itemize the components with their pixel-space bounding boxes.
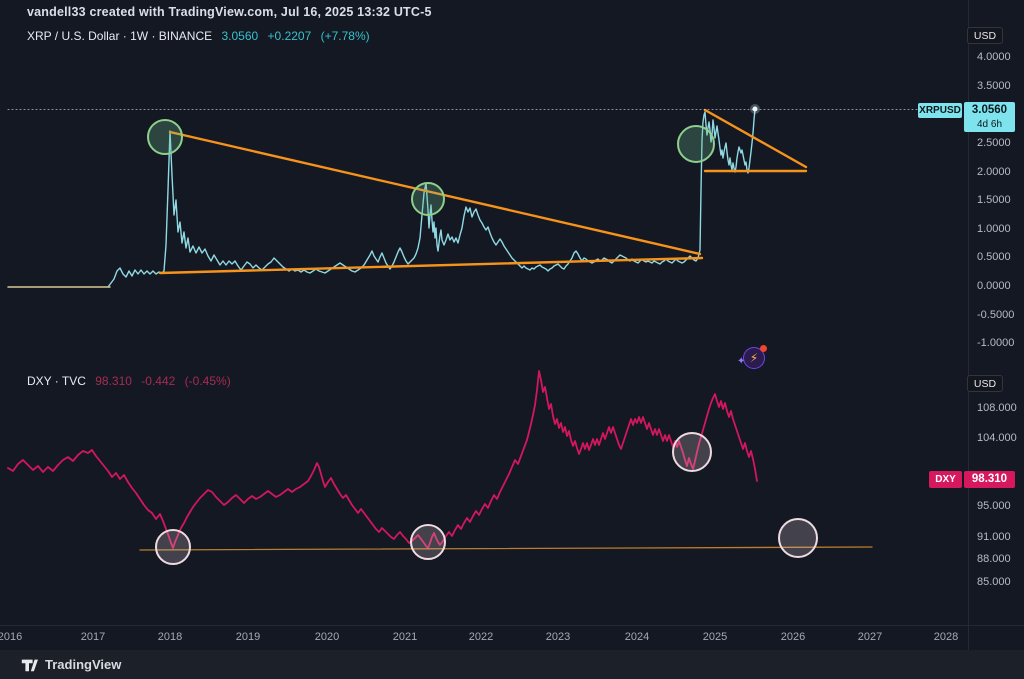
price-scale-column[interactable] <box>968 0 1024 650</box>
footer-bar: TradingView <box>0 650 1024 679</box>
xrp-symbol-title[interactable]: XRP / U.S. Dollar · 1W · BINANCE <box>27 29 213 43</box>
price-tick-label: 91.000 <box>977 531 1011 543</box>
xrp-legend: XRP / U.S. Dollar · 1W · BINANCE 3.0560 … <box>27 29 370 43</box>
dxy-last-price: 98.310 <box>95 374 132 388</box>
xrp-currency-button[interactable]: USD <box>967 27 1003 44</box>
price-tick-label: 4.0000 <box>977 51 1011 63</box>
xrp-last-price: 3.0560 <box>221 29 259 43</box>
lightning-icon: ⚡ <box>743 347 765 369</box>
price-tick-label: 2.5000 <box>977 137 1011 149</box>
xrp-change-pct: (+7.78%) <box>320 29 370 43</box>
price-tick-label: 108.000 <box>977 402 1017 414</box>
price-tick-label: 95.000 <box>977 500 1011 512</box>
dxy-ticker-badge: DXY <box>929 471 962 488</box>
tradingview-logo[interactable]: TradingView <box>20 656 121 674</box>
year-label: 2024 <box>624 631 650 643</box>
price-tick-label: 1.5000 <box>977 194 1011 206</box>
xrpusd-price-badge: 3.0560 4d 6h <box>964 102 1015 132</box>
dxy-symbol-title[interactable]: DXY · TVC <box>27 374 86 388</box>
xrpusd-ticker-badge: XRPUSD <box>918 103 962 118</box>
year-label: 2020 <box>314 631 340 643</box>
dxy-legend: DXY · TVC 98.310 -0.442 (-0.45%) <box>27 374 231 388</box>
price-tick-label: 85.000 <box>977 576 1011 588</box>
chart-canvas[interactable] <box>0 0 1024 650</box>
xrpusd-countdown: 4d 6h <box>976 119 1003 130</box>
year-label: 2027 <box>857 631 883 643</box>
price-tick-label: 88.000 <box>977 553 1011 565</box>
notification-dot-icon <box>760 345 767 352</box>
year-label: 2017 <box>80 631 106 643</box>
tradingview-brand-text: TradingView <box>45 657 122 672</box>
dxy-change: -0.442 <box>141 374 176 388</box>
price-tick-label: -1.0000 <box>977 337 1015 349</box>
year-label: 2021 <box>392 631 418 643</box>
price-tick-label: 0.5000 <box>977 251 1011 263</box>
price-tick-label: -0.5000 <box>977 309 1015 321</box>
xrp-change: +0.2207 <box>267 29 312 43</box>
price-tick-label: 1.0000 <box>977 223 1011 235</box>
year-label: 2016 <box>0 631 23 643</box>
dxy-change-pct: (-0.45%) <box>184 374 231 388</box>
year-label: 2023 <box>545 631 571 643</box>
price-tick-label: 104.000 <box>977 432 1017 444</box>
year-label: 2028 <box>933 631 959 643</box>
xrpusd-price-value: 3.0560 <box>971 104 1008 116</box>
year-label: 2019 <box>235 631 261 643</box>
time-axis[interactable] <box>0 625 1024 650</box>
dxy-currency-button[interactable]: USD <box>967 375 1003 392</box>
year-label: 2025 <box>702 631 728 643</box>
price-tick-label: 3.5000 <box>977 80 1011 92</box>
year-label: 2022 <box>468 631 494 643</box>
sparkle-icon: ✦ <box>737 356 746 367</box>
year-label: 2018 <box>157 631 183 643</box>
flash-widget[interactable]: ⚡ ✦ <box>737 345 767 372</box>
year-label: 2026 <box>780 631 806 643</box>
watermark-text: vandell33 created with TradingView.com, … <box>27 5 432 19</box>
tradingview-logo-icon <box>21 659 38 671</box>
price-tick-label: 0.0000 <box>977 280 1011 292</box>
price-tick-label: 2.0000 <box>977 166 1011 178</box>
dxy-price-badge: 98.310 <box>964 471 1015 488</box>
